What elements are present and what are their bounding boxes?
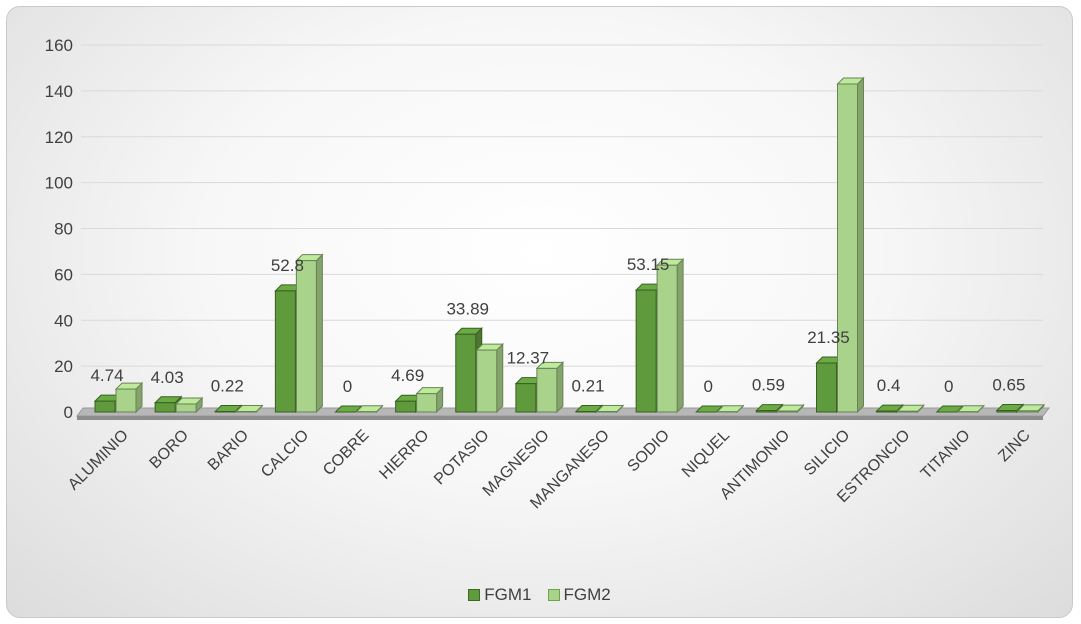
bar-side [676,257,684,414]
bar-fgm2-silicio [836,76,865,414]
legend-item-fgm1: FGM1 [468,585,532,605]
bar-front [536,367,558,413]
bar-side [315,253,323,414]
y-tick-label: 100 [45,174,73,193]
y-tick-label: 80 [54,220,73,239]
bar-front [94,400,116,413]
bar-top [334,405,363,413]
data-label: 0 [944,377,953,396]
bar-front [755,410,777,413]
bar-fgm1-titanio [935,405,964,413]
data-label: 21.35 [807,328,850,347]
bar-front [816,362,837,413]
data-label: 52.8 [271,256,304,275]
y-tick-label: 20 [54,357,73,376]
x-tick-label: POTASIO [431,427,492,488]
legend-item-fgm2: FGM2 [547,585,611,605]
bar-fgm2-sodio [655,257,685,414]
bar-fgm2-calcio [295,253,324,414]
bar-fgm2-cobre [355,404,384,414]
bar-front [416,393,438,413]
bar-side [857,76,864,414]
bar-fgm2-aluminio [114,381,144,414]
bar-fgm2-niquel [716,404,745,414]
bar-fgm1-cobre [334,405,363,413]
data-label: 0 [704,377,713,396]
x-tick-label: CALCIO [258,427,312,481]
y-tick-label: 40 [54,311,73,330]
bar-front [635,289,657,413]
legend: FGM1 FGM2 [7,585,1072,605]
data-label: 0 [343,377,352,396]
y-tick-label: 140 [45,82,73,101]
bar-fgm1-estroncio [875,403,904,414]
bar-fgm2-antimonio [776,403,805,414]
bar-front [515,383,537,413]
data-label: 4.74 [90,366,123,385]
data-label: 53.15 [627,255,670,274]
chart-floor-edge [77,416,1043,420]
data-label: 0.22 [211,376,244,395]
legend-swatch-fgm1 [468,589,481,601]
bar-front [837,83,858,413]
data-label: 4.03 [151,368,184,387]
x-tick-label: ZINC [995,427,1033,465]
bar-top [695,405,724,413]
x-tick-label: ALUMINIO [65,427,132,494]
bar-front [996,410,1018,413]
bar-front [115,388,137,413]
data-label: 0.65 [992,376,1025,395]
bar-fgm2-estroncio [896,404,925,414]
bar-front [476,349,498,413]
x-tick-label: HIERRO [376,427,432,483]
x-tick-label: SILICIO [801,427,853,479]
bar-fgm2-manganeso [595,404,625,414]
bar-fgm2-potasio [475,342,504,414]
bar-front [776,410,798,413]
bar-front [175,403,197,413]
bar-fgm2-zinc [1016,403,1046,414]
bar-fgm2-titanio [956,404,985,414]
data-label: 4.69 [391,366,424,385]
bar-chart: 0 20 40 60 80 100 120 140 160 4.74 4.03 0.22 52.8 0 4… [45,36,1050,512]
y-tick-label: 160 [45,36,73,55]
bar-front [1017,410,1039,413]
bar-front [295,260,317,413]
bar-front [214,410,236,413]
data-label: 0.59 [752,376,785,395]
y-tick-label: 0 [64,403,73,422]
bar-front [154,402,176,413]
bar-side [556,361,564,414]
legend-label-fgm2: FGM2 [563,585,611,604]
bar-fgm2-hierro [415,386,444,414]
x-tick-label: NIQUEL [679,427,733,481]
bar-fgm2-bario [235,404,264,414]
bar-fgm1-niquel [695,405,724,413]
bar-top [935,405,964,413]
x-tick-label: BORO [147,427,192,472]
bar-front [455,333,477,413]
data-label: 0.21 [571,377,604,396]
data-label: 12.37 [507,349,550,368]
bar-front [656,264,678,413]
bar-front [897,410,919,413]
x-tick-label: TITANIO [918,427,974,483]
x-tick-label: COBRE [320,427,372,479]
x-tick-label: SODIO [624,427,672,475]
legend-swatch-fgm2 [547,589,560,601]
bar-fgm2-magnesio [535,361,565,414]
bar-front [395,400,417,413]
bar-side [496,342,504,414]
chart-area: 0 20 40 60 80 100 120 140 160 4.74 4.03 0.22 52.8 0 4… [6,6,1073,618]
data-label: 33.89 [446,299,489,318]
y-tick-label: 120 [45,128,73,147]
y-tick-label: 60 [54,265,73,284]
bar-front [876,410,898,413]
legend-label-fgm1: FGM1 [484,585,532,604]
data-label: 0.4 [877,376,901,395]
bar-fgm2-boro [174,396,204,414]
x-tick-label: BARIO [205,427,252,474]
bar-front [274,290,296,413]
